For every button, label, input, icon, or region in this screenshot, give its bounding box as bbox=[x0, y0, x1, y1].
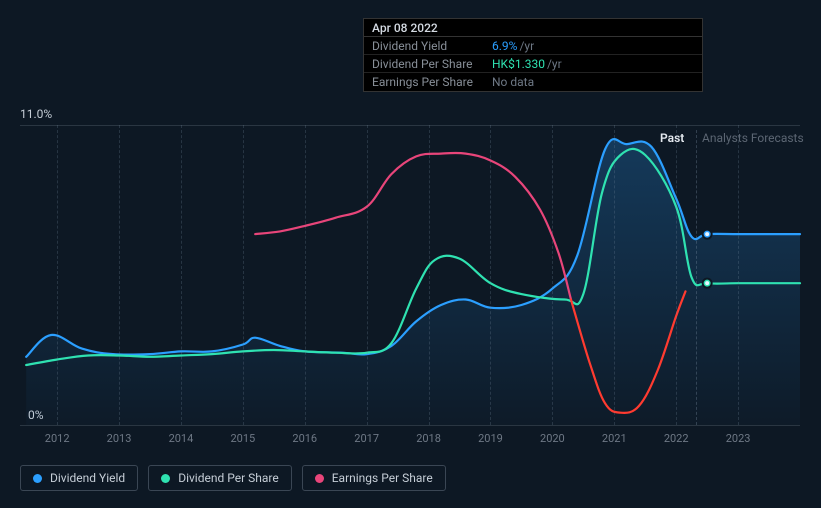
tooltip-row-unit: /yr bbox=[519, 39, 534, 53]
tooltip-row-value: No data bbox=[492, 75, 534, 89]
legend-dot-icon bbox=[161, 474, 170, 483]
tooltip-row-label: Dividend Per Share bbox=[372, 57, 492, 71]
tooltip-row-value: HK$1.330 bbox=[492, 57, 545, 71]
legend-dot-icon bbox=[33, 474, 42, 483]
x-gridline bbox=[738, 125, 739, 425]
legend-dot-icon bbox=[315, 474, 324, 483]
chart-legend: Dividend Yield Dividend Per Share Earnin… bbox=[20, 465, 446, 491]
past-label: Past bbox=[660, 131, 684, 145]
x-tick-label: 2019 bbox=[478, 432, 503, 445]
x-tick-label: 2020 bbox=[540, 432, 565, 445]
x-gridline bbox=[367, 125, 368, 425]
x-tick-label: 2022 bbox=[664, 432, 689, 445]
x-tick-label: 2021 bbox=[602, 432, 627, 445]
x-tick-label: 2015 bbox=[230, 432, 255, 445]
legend-item-earnings-per-share[interactable]: Earnings Per Share bbox=[302, 465, 446, 491]
legend-item-label: Earnings Per Share bbox=[332, 471, 433, 485]
forecast-label: Analysts Forecasts bbox=[702, 131, 804, 145]
x-gridline bbox=[181, 125, 182, 425]
x-tick-label: 2017 bbox=[354, 432, 379, 445]
x-tick-label: 2013 bbox=[107, 432, 132, 445]
tooltip-row-value: 6.9% bbox=[492, 39, 517, 53]
legend-item-dividend-yield[interactable]: Dividend Yield bbox=[20, 465, 138, 491]
chart-bottom-border bbox=[20, 425, 800, 426]
legend-item-label: Dividend Per Share bbox=[178, 471, 279, 485]
x-gridline bbox=[614, 125, 615, 425]
tooltip-row-unit: /yr bbox=[547, 57, 562, 71]
x-tick-label: 2018 bbox=[416, 432, 441, 445]
forecast-divider-line bbox=[696, 130, 697, 425]
x-gridline bbox=[243, 125, 244, 425]
x-gridline bbox=[429, 125, 430, 425]
legend-item-label: Dividend Yield bbox=[50, 471, 125, 485]
tooltip-row-label: Dividend Yield bbox=[372, 39, 492, 53]
x-tick-label: 2014 bbox=[169, 432, 194, 445]
x-gridline bbox=[305, 125, 306, 425]
y-axis-max-label: 11.0% bbox=[20, 107, 52, 121]
x-gridline bbox=[552, 125, 553, 425]
x-gridline bbox=[676, 125, 677, 425]
x-gridline bbox=[57, 125, 58, 425]
line-chart[interactable] bbox=[20, 125, 800, 425]
x-tick-label: 2023 bbox=[726, 432, 751, 445]
x-tick-label: 2016 bbox=[292, 432, 317, 445]
x-gridline bbox=[119, 125, 120, 425]
tooltip-row-label: Earnings Per Share bbox=[372, 75, 492, 89]
x-gridline bbox=[490, 125, 491, 425]
x-tick-label: 2012 bbox=[45, 432, 70, 445]
tooltip-date: Apr 08 2022 bbox=[372, 21, 438, 35]
legend-item-dividend-per-share[interactable]: Dividend Per Share bbox=[148, 465, 292, 491]
chart-tooltip: Apr 08 2022 Dividend Yield 6.9% /yr Divi… bbox=[363, 18, 703, 92]
